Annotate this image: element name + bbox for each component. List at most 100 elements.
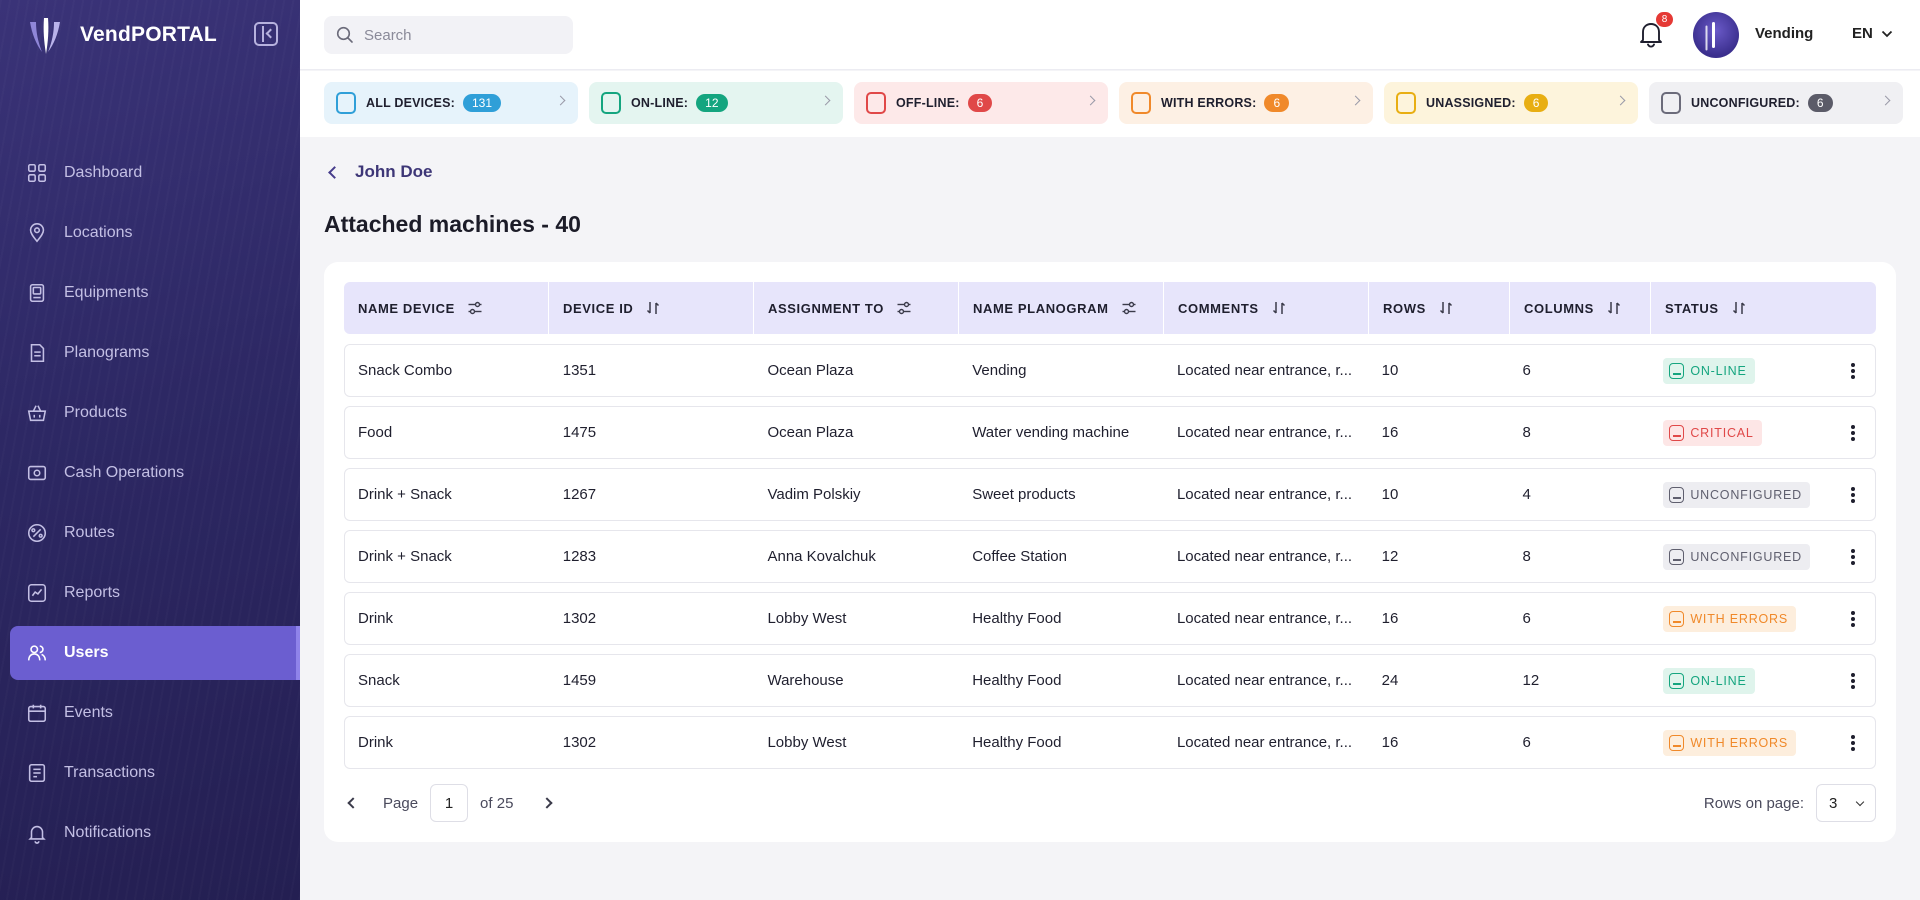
sidebar-item-locations[interactable]: Locations xyxy=(10,206,300,260)
notifications-count-badge: 8 xyxy=(1656,12,1673,27)
column-header-device-id[interactable]: DEVICE ID xyxy=(549,282,754,334)
cell-rows: 10 xyxy=(1381,486,1399,503)
page-number-input[interactable] xyxy=(430,784,469,822)
sidebar-item-routes[interactable]: Routes xyxy=(10,506,300,560)
table-row[interactable]: Drink + Snack 1283 Anna Kovalchuk Coffee St… xyxy=(344,530,1876,583)
column-header-comments[interactable]: COMMENTS xyxy=(1164,282,1369,334)
row-actions-icon[interactable] xyxy=(1851,611,1855,627)
sidebar-item-products[interactable]: Products xyxy=(10,386,300,440)
notifications-bell-icon[interactable] xyxy=(1638,20,1664,48)
grid-icon xyxy=(26,162,48,184)
sidebar-item-reports[interactable]: Reports xyxy=(10,566,300,620)
status-badge: WITH ERRORS xyxy=(1663,729,1797,756)
sort-icon[interactable] xyxy=(1606,300,1622,316)
filter-icon[interactable] xyxy=(1121,300,1137,316)
device-status-icon xyxy=(1669,362,1685,379)
column-header-label: COLUMNS xyxy=(1524,300,1594,316)
rows-per-page-select[interactable]: 3 xyxy=(1816,784,1876,822)
column-header-rows[interactable]: ROWS xyxy=(1369,282,1510,334)
stat-card-unassigned[interactable]: UNASSIGNED: 6 xyxy=(1384,82,1638,124)
search-input[interactable] xyxy=(364,26,554,44)
cell-name-device: Food xyxy=(358,424,393,441)
sidebar-item-planograms[interactable]: Planograms xyxy=(10,326,300,380)
sidebar-item-equipments[interactable]: Equipments xyxy=(10,266,300,320)
stat-label: ON-LINE: xyxy=(631,96,689,110)
row-actions-icon[interactable] xyxy=(1851,363,1855,379)
sidebar: VendPORTAL Dashboard Locations Equipments P… xyxy=(0,0,300,900)
device-status-icon xyxy=(866,92,886,114)
cell-status: WITH ERRORS xyxy=(1650,729,1875,756)
table-row[interactable]: Snack Combo 1351 Ocean Plaza Vending Located… xyxy=(344,344,1876,397)
table-row[interactable]: Drink + Snack 1267 Vadim Polskiy Sweet prod… xyxy=(344,468,1876,521)
previous-page-icon[interactable] xyxy=(347,797,359,809)
column-header-label: NAME PLANOGRAM xyxy=(973,300,1109,316)
stat-card-online[interactable]: ON-LINE: 12 xyxy=(589,82,843,124)
sidebar-item-dashboard[interactable]: Dashboard xyxy=(10,146,300,200)
row-actions-icon[interactable] xyxy=(1851,487,1855,503)
vending-machine-icon xyxy=(26,282,48,304)
user-name[interactable]: Vending xyxy=(1755,25,1814,42)
table-row[interactable]: Drink 1302 Lobby West Healthy Food Located n… xyxy=(344,592,1876,645)
table-row[interactable]: Snack 1459 Warehouse Healthy Food Located ne… xyxy=(344,654,1876,707)
cell-device-id: 1475 xyxy=(562,424,597,441)
sort-icon[interactable] xyxy=(1438,300,1454,316)
device-status-icon xyxy=(1669,486,1685,503)
sidebar-item-cash[interactable]: Cash Operations xyxy=(10,446,300,500)
cell-status: UNCONFIGURED xyxy=(1650,543,1875,570)
sidebar-item-notifications[interactable]: Notifications xyxy=(10,806,300,860)
column-header-columns[interactable]: COLUMNS xyxy=(1510,282,1651,334)
cell-comments: Located near entrance, r... xyxy=(1176,486,1353,503)
column-header-assignment-to[interactable]: ASSIGNMENT TO xyxy=(754,282,959,334)
filter-icon[interactable] xyxy=(467,300,483,316)
stat-card-all-devices[interactable]: ALL DEVICES: 131 xyxy=(324,82,578,124)
sidebar-item-label: Events xyxy=(64,704,113,721)
sort-icon[interactable] xyxy=(1731,300,1747,316)
cell-columns: 12 xyxy=(1522,672,1540,689)
stat-card-unconfigured[interactable]: UNCONFIGURED: 6 xyxy=(1649,82,1903,124)
row-actions-icon[interactable] xyxy=(1851,425,1855,441)
device-status-icon xyxy=(1669,672,1685,689)
cell-rows: 10 xyxy=(1381,362,1399,379)
language-selector[interactable]: EN xyxy=(1852,25,1893,42)
sidebar-collapse-icon[interactable] xyxy=(254,22,278,46)
device-status-icon xyxy=(1669,424,1685,441)
user-avatar[interactable] xyxy=(1693,12,1739,58)
stat-card-with-errors[interactable]: WITH ERRORS: 6 xyxy=(1119,82,1373,124)
cell-name-planogram: Healthy Food xyxy=(972,734,1062,751)
chevron-right-icon xyxy=(820,95,831,106)
table-row[interactable]: Drink 1302 Lobby West Healthy Food Located n… xyxy=(344,716,1876,769)
column-header-status[interactable]: STATUS xyxy=(1651,282,1876,334)
next-page-icon[interactable] xyxy=(541,797,554,809)
sidebar-item-users[interactable]: Users xyxy=(10,626,300,680)
stat-label: UNASSIGNED: xyxy=(1426,96,1516,110)
table-row[interactable]: Food 1475 Ocean Plaza Water vending machine… xyxy=(344,406,1876,459)
cell-assignment-to: Lobby West xyxy=(767,610,847,627)
status-badge: ON-LINE xyxy=(1663,667,1755,694)
filter-icon[interactable] xyxy=(896,300,912,316)
sidebar-item-transactions[interactable]: Transactions xyxy=(10,746,300,800)
back-link[interactable]: John Doe xyxy=(328,162,432,182)
column-header-name-planogram[interactable]: NAME PLANOGRAM xyxy=(959,282,1164,334)
row-actions-icon[interactable] xyxy=(1851,735,1855,751)
sidebar-item-events[interactable]: Events xyxy=(10,686,300,740)
basket-icon xyxy=(26,402,48,424)
cell-name-device: Drink xyxy=(358,734,394,751)
row-actions-icon[interactable] xyxy=(1851,549,1855,565)
column-header-label: STATUS xyxy=(1665,300,1719,316)
stat-label: OFF-LINE: xyxy=(896,96,960,110)
cell-status: CRITICAL xyxy=(1650,419,1875,446)
cell-columns: 6 xyxy=(1522,610,1531,627)
row-actions-icon[interactable] xyxy=(1851,673,1855,689)
sort-icon[interactable] xyxy=(1271,300,1287,316)
sort-icon[interactable] xyxy=(645,300,661,316)
cell-name-planogram: Healthy Food xyxy=(972,672,1062,689)
status-badge: CRITICAL xyxy=(1663,419,1762,446)
column-header-name-device[interactable]: NAME DEVICE xyxy=(344,282,549,334)
sidebar-nav: Dashboard Locations Equipments Planograms Pr… xyxy=(10,146,300,866)
stat-card-offline[interactable]: OFF-LINE: 6 xyxy=(854,82,1108,124)
cell-assignment-to: Ocean Plaza xyxy=(767,424,854,441)
stat-count-badge: 6 xyxy=(1264,94,1290,112)
status-label: UNCONFIGURED xyxy=(1690,487,1803,502)
cell-columns: 8 xyxy=(1522,424,1531,441)
cell-assignment-to: Lobby West xyxy=(767,734,847,751)
